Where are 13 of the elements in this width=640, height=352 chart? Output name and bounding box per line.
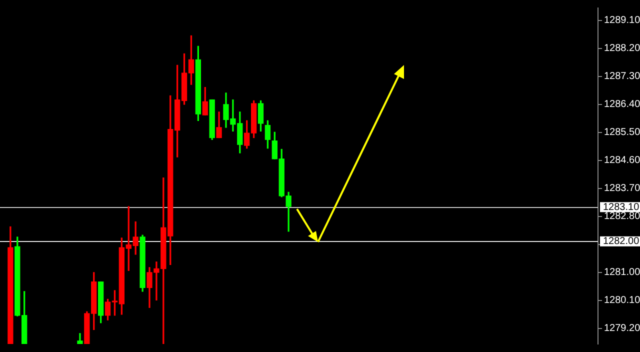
y-tick-label: 1281.00	[604, 267, 640, 278]
y-tick-label: 1280.10	[604, 295, 640, 306]
y-tick-label: 1279.20	[604, 323, 640, 334]
y-tick-label: 1286.40	[604, 99, 640, 110]
y-tick-label: 1284.60	[604, 155, 640, 166]
y-tick-label: 1288.20	[604, 43, 640, 54]
y-tick-label: 1283.70	[604, 183, 640, 194]
y-tick-label: 1289.10	[604, 15, 640, 26]
ref-line-label: 1282.00	[603, 236, 640, 248]
y-tick-label: 1282.80	[604, 211, 640, 222]
y-tick-label: 1287.30	[604, 71, 640, 82]
y-tick-label: 1285.50	[604, 127, 640, 138]
ref-line-label: 1283.10	[603, 202, 640, 213]
